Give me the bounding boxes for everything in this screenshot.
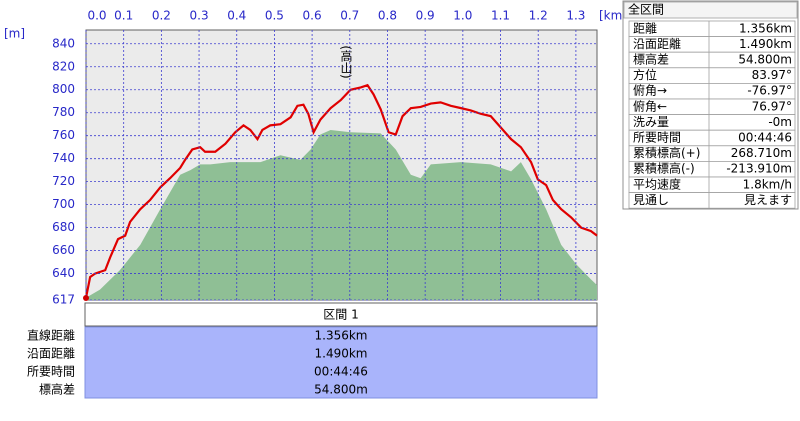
summary-label: 累積標高(-) [633,161,695,176]
summary-value: -213.910m [726,162,792,176]
x-tick-label: 1.3 [566,9,585,23]
summary-label: 洗み量 [633,115,669,129]
summary-value: 00:44:46 [738,131,792,145]
summary-label: 俯角→ [633,83,667,98]
summary-label: 平均速度 [633,176,681,191]
summary-row [628,192,796,209]
y-tick-label: 800 [52,82,75,96]
x-tick-label: 0.9 [416,9,435,23]
section-title: 区間 1 [323,308,358,322]
x-tick-label: 1.2 [529,9,548,23]
summary-label: 方位 [633,67,657,82]
y-tick-label: 820 [52,59,75,73]
summary-value: 1.490km [739,37,792,51]
start-marker [83,295,89,301]
x-tick-label: 0.7 [340,9,359,23]
y-tick-label: 680 [52,220,75,234]
section-label: 所要時間 [27,365,75,379]
summary-label: 俯角← [633,98,667,113]
annotation: (高山) [339,45,353,78]
section-label: 沿面距離 [27,347,75,361]
x-tick-label: 0.3 [190,9,209,23]
y-tick-label: 640 [52,266,75,280]
summary-label: 標高差 [633,52,669,67]
summary-value: 83.97° [752,68,792,82]
summary-value: -0m [768,115,792,129]
summary-value: 268.710m [731,146,792,160]
section-body [84,326,598,399]
x-tick-label: 0.8 [378,9,397,23]
summary-label: 累積標高(+) [633,145,700,160]
x-tick-label: 0.2 [152,9,171,23]
section-label: 標高差 [39,382,75,397]
summary-label: 距離 [633,21,657,35]
x-tick-label: 0.0 [87,9,106,23]
y-tick-label: 740 [52,151,75,165]
x-tick-label: 1.1 [491,9,510,23]
y-tick-label: 617 [52,293,75,307]
y-tick-label: 720 [52,174,75,188]
section-value: 54.800m [314,383,368,397]
section-value: 1.356km [315,329,368,343]
area [86,129,597,300]
y-tick-label: 700 [52,197,75,211]
summary-label: 所要時間 [633,131,681,145]
x-tick-label: 1.0 [453,9,472,23]
summary-title: 全区間 [628,2,664,17]
summary-value: 76.97° [752,99,792,113]
summary-value: -76.97° [747,84,792,98]
y-tick-label: 840 [52,36,75,50]
y-tick-label: 760 [52,128,75,142]
summary-value: 54.800m [738,53,792,67]
section-label: 直線距離 [27,328,75,343]
summary-header [623,1,798,19]
summary-value: 見えます [744,193,792,207]
x-tick-label: 0.6 [303,9,322,23]
summary-value: 1.356km [739,21,792,35]
section-value: 00:44:46 [314,365,368,379]
x-tick-label: 0.5 [265,9,284,23]
x-tick-label: 0.1 [114,9,133,23]
y-axis-label: [m] [4,27,25,41]
summary-value: 1.8km/h [743,177,792,191]
summary-label: 沿面距離 [633,37,681,51]
section-value: 1.490km [315,347,368,361]
y-tick-label: 660 [52,243,75,257]
y-tick-label: 780 [52,105,75,119]
x-tick-label: 0.4 [227,9,246,23]
section-header [84,302,598,327]
x-axis-label: [km] [599,9,627,23]
summary-label: 見通し [633,193,669,207]
